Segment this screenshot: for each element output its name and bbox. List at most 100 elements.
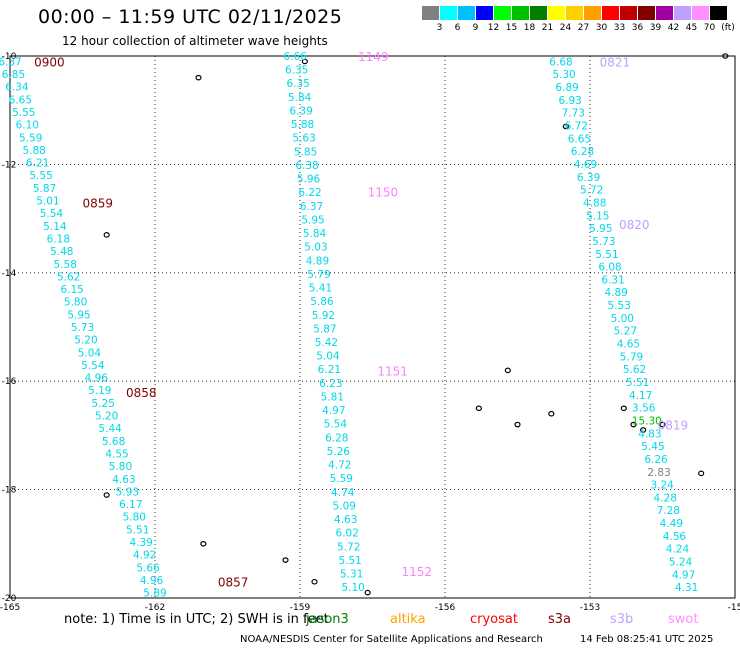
wave-height-value: 4.63 — [334, 514, 357, 526]
wave-height-value: 5.54 — [324, 419, 348, 431]
island-outline — [475, 405, 482, 412]
wave-height-value: 4.56 — [663, 531, 687, 543]
scale-swatch — [602, 6, 620, 20]
wave-height-value: 4.96 — [85, 373, 109, 385]
y-tick-label: -12 — [2, 160, 17, 170]
scale-swatch — [566, 6, 584, 20]
island-outline — [311, 578, 318, 585]
wave-height-value: 5.51 — [338, 555, 361, 567]
wave-height-value: 5.80 — [64, 297, 87, 309]
scale-label: 42 — [667, 23, 680, 33]
island-outline — [640, 427, 647, 433]
wave-height-value: 6.65 — [568, 133, 591, 145]
y-tick-label: -10 — [2, 52, 17, 62]
wave-height-value: 5.63 — [292, 133, 315, 145]
island-outline — [364, 589, 371, 596]
wave-height-value: 4.55 — [105, 448, 128, 460]
wave-height-value: 4.97 — [322, 405, 345, 417]
wave-height-value: 5.58 — [54, 259, 77, 271]
wave-height-value: 6.10 — [16, 120, 39, 132]
generated-timestamp: 14 Feb 08:25:41 UTC 2025 — [580, 634, 714, 645]
wave-height-value: 5.92 — [312, 310, 335, 322]
wave-height-value: 5.95 — [301, 214, 324, 226]
island-outline — [630, 421, 637, 428]
wave-height-value: 6.65 — [9, 94, 32, 106]
island-outline — [282, 557, 289, 563]
pass-time-label: 0900 — [34, 55, 65, 69]
x-tick-label: -162 — [145, 603, 165, 613]
wave-height-value: 5.59 — [19, 132, 42, 144]
wave-height-value: 5.09 — [333, 500, 356, 512]
wave-height-value: 5.44 — [98, 423, 122, 435]
wave-height-value: 6.93 — [558, 95, 581, 107]
wave-height-value: 5.42 — [315, 337, 338, 349]
wave-height-value: 5.62 — [57, 271, 80, 283]
wave-height-value: 5.53 — [608, 300, 631, 312]
wave-height-value: 5.27 — [614, 326, 637, 338]
wave-height-value: 5.31 — [340, 569, 363, 581]
footer-note: note: 1) Time is in UTC; 2) SWH is in fe… — [64, 612, 329, 627]
island-outline — [698, 470, 705, 477]
scale-label: 45 — [685, 23, 698, 33]
pass-time-label: 0858 — [126, 386, 157, 400]
wave-height-value: 5.84 — [288, 92, 312, 104]
wave-height-value: 4.83 — [638, 428, 661, 440]
wave-height-value: 5.20 — [74, 335, 97, 347]
wave-height-value: 4.49 — [660, 518, 683, 530]
y-tick-label: -18 — [2, 486, 17, 496]
wave-height-value: 5.03 — [304, 242, 327, 254]
scale-label: 6 — [454, 23, 461, 33]
wave-height-value: 6.39 — [577, 172, 600, 184]
wave-height-value: 5.79 — [620, 351, 643, 363]
wave-height-value: 5.73 — [71, 322, 94, 334]
island-outline — [103, 492, 110, 498]
pass-time-label: 0820 — [619, 218, 650, 232]
island-outline — [504, 367, 511, 374]
wave-height-value: 6.28 — [325, 432, 348, 444]
wave-height-value: 6.68 — [549, 56, 572, 68]
scale-unit: (ft) — [721, 23, 735, 33]
wave-height-value: 6.39 — [289, 105, 312, 117]
wave-height-value: 6.15 — [60, 284, 83, 296]
pass-time-label: 1149 — [358, 50, 389, 64]
scale-swatch — [674, 6, 692, 20]
wave-height-value: 4.24 — [666, 544, 690, 556]
y-tick-label: -14 — [2, 269, 17, 279]
wave-height-value: 5.93 — [116, 486, 139, 498]
wave-height-value: 4.92 — [133, 550, 156, 562]
satellite-legend-swot: swot — [668, 612, 699, 627]
wave-height-value: 4.65 — [617, 339, 640, 351]
wave-height-value: 6.21 — [26, 158, 49, 170]
wave-height-value: 4.74 — [331, 487, 355, 499]
wave-height-value: 6.38 — [295, 160, 318, 172]
wave-height-value: 6.26 — [644, 454, 668, 466]
wave-height-value: 4.89 — [306, 255, 329, 267]
satellite-legend-altika: altika — [390, 612, 426, 627]
x-tick-label: -15 — [728, 603, 740, 613]
scale-label: 9 — [472, 23, 479, 33]
pass-time-label: 1150 — [368, 186, 399, 200]
scale-swatch — [638, 6, 656, 20]
x-tick-label: -153 — [580, 603, 600, 613]
pass-time-label: 0819 — [658, 419, 689, 433]
pass-time-label: 1151 — [377, 364, 408, 378]
wave-height-value: 5.10 — [341, 582, 364, 594]
wave-height-value: 6.31 — [601, 274, 624, 286]
scale-label: 30 — [595, 23, 608, 33]
wave-height-value: 5.84 — [303, 228, 327, 240]
page-subtitle: 12 hour collection of altimeter wave hei… — [62, 34, 328, 48]
wave-height-value: 15.30 — [632, 415, 662, 427]
wave-height-value: 6.37 — [300, 201, 323, 213]
x-tick-label: -159 — [290, 603, 311, 613]
scale-swatch — [548, 6, 566, 20]
page-title: 00:00 – 11:59 UTC 02/11/2025 — [38, 6, 343, 28]
wave-height-value: 4.31 — [675, 582, 698, 594]
wave-height-value: 5.72 — [580, 185, 603, 197]
wave-height-value: 5.30 — [552, 69, 575, 81]
scale-swatch — [476, 6, 494, 20]
scale-swatch — [656, 6, 674, 20]
wave-height-value: 5.87 — [33, 183, 56, 195]
wave-height-value: 6.34 — [5, 82, 29, 94]
wave-height-value: 5.88 — [22, 145, 45, 157]
